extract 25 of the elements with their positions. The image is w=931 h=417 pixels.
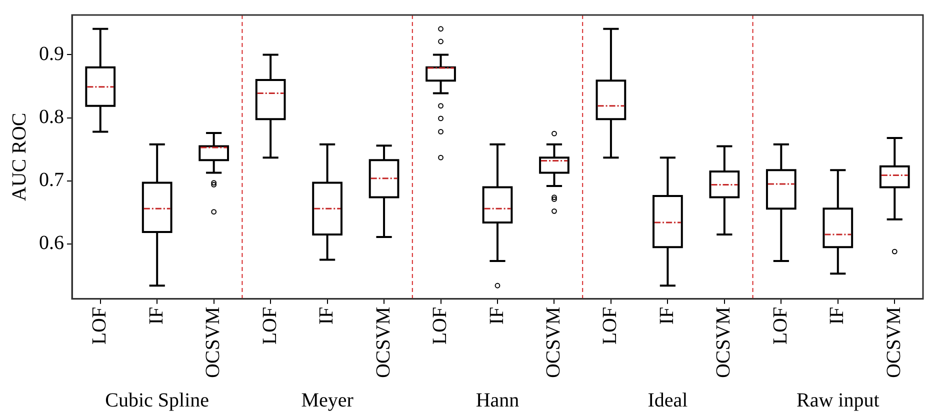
- text: Hann: [476, 389, 520, 412]
- x-tick-label: OCSVM: [882, 306, 905, 378]
- x-tick-label: OCSVM: [542, 306, 564, 378]
- y-tick-label: 0.6: [39, 232, 64, 254]
- x-tick-label: LOF: [88, 306, 111, 345]
- y-axis-title: AUC ROC: [8, 112, 30, 202]
- x-tick-label: LOF: [769, 306, 792, 345]
- x-tick-label: IF: [316, 306, 338, 325]
- text: Cubic Spline: [105, 389, 210, 412]
- x-tick-label: LOF: [599, 306, 622, 345]
- x-tick-label: IF: [656, 306, 678, 325]
- x-tick-label: LOF: [258, 306, 281, 345]
- x-tick-label: IF: [145, 306, 168, 325]
- x-tick-label: OCSVM: [712, 306, 735, 378]
- text: Meyer: [301, 389, 354, 412]
- x-tick-label: OCSVM: [202, 306, 224, 378]
- x-tick-label: IF: [826, 306, 848, 325]
- text: Raw input: [796, 389, 880, 412]
- x-tick-label: LOF: [429, 306, 452, 345]
- x-tick-label: OCSVM: [372, 306, 394, 378]
- text: Ideal: [648, 389, 688, 412]
- x-tick-label: IF: [486, 306, 508, 325]
- y-tick-label: 0.8: [39, 106, 64, 128]
- y-tick-label: 0.9: [39, 42, 64, 65]
- y-tick-label: 0.7: [39, 169, 64, 192]
